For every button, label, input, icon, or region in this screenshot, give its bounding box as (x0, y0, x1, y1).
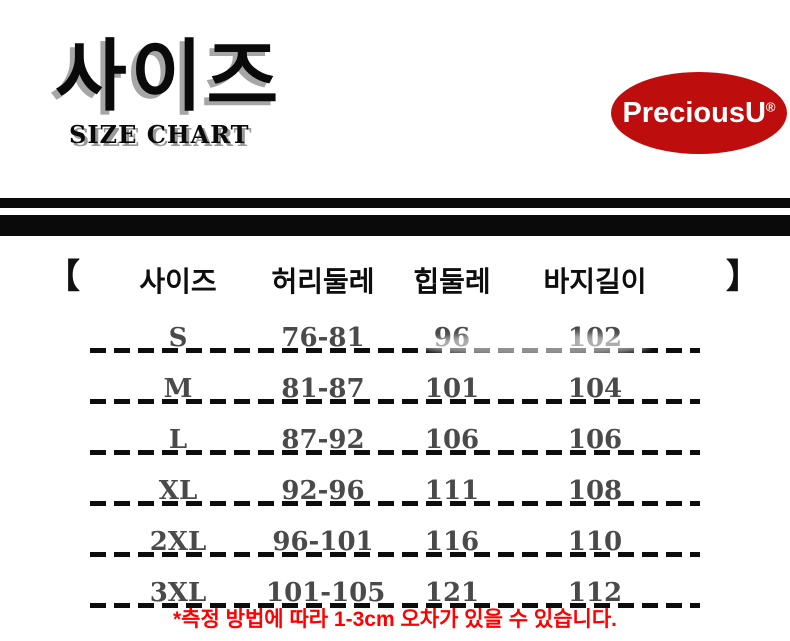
cell-length: 104 (567, 374, 623, 404)
page-title-english: SIZE CHART (69, 120, 250, 149)
registered-trademark-icon: ® (765, 98, 776, 114)
cell-waist: 81-87 (281, 374, 365, 404)
cell-hip: 116 (424, 527, 480, 557)
table-row: 2XL 96-101 116 110 (90, 506, 700, 557)
divider-bar-thin (0, 198, 790, 208)
cell-hip: 101 (424, 374, 480, 404)
table-row: XL 92-96 111 108 (90, 455, 700, 506)
divider-bar-thick (0, 215, 790, 236)
measurement-disclaimer: *측정 방법에 따라 1-3cm 오차가 있을 수 있습니다. (173, 608, 617, 631)
column-header-hip: 힙둘레 (413, 266, 491, 297)
table-row: L 87-92 106 106 (90, 404, 700, 455)
page-title-korean: 사이즈 (55, 31, 283, 122)
row-dashed-line (90, 552, 700, 557)
faint-watermark (420, 333, 650, 357)
brand-logo: PreciousU® (611, 72, 787, 154)
column-header-size: 사이즈 (139, 266, 217, 297)
column-header-waist: 허리둘레 (271, 266, 375, 297)
cell-size: 3XL (149, 578, 207, 608)
row-dashed-line (90, 603, 700, 608)
cell-size: XL (158, 476, 198, 506)
cell-size: M (163, 374, 193, 404)
cell-size: S (168, 323, 188, 353)
cell-waist: 92-96 (281, 476, 365, 506)
cell-length: 112 (567, 578, 623, 608)
cell-size: 2XL (149, 527, 207, 557)
cell-waist: 76-81 (281, 323, 365, 353)
table-row: 3XL 101-105 121 112 (90, 557, 700, 608)
bracket-right: 】 (726, 258, 760, 296)
cell-length: 106 (567, 425, 623, 455)
table-body: S 76-81 96 102 M 81-87 101 104 L 87-92 1… (90, 302, 700, 608)
row-dashed-line (90, 399, 700, 404)
cell-size: L (168, 425, 188, 455)
cell-waist: 87-92 (281, 425, 365, 455)
cell-waist: 96-101 (272, 527, 374, 557)
brand-logo-text: PreciousU® (622, 96, 776, 129)
bracket-left: 【 (46, 258, 80, 296)
title-block: 사이즈 SIZE CHART (55, 31, 283, 150)
table-row: M 81-87 101 104 (90, 353, 700, 404)
column-header-pants-length: 바지길이 (543, 266, 647, 297)
row-dashed-line (90, 348, 700, 353)
cell-hip: 106 (424, 425, 480, 455)
cell-length: 110 (567, 527, 623, 557)
row-dashed-line (90, 501, 700, 506)
cell-hip: 111 (424, 476, 480, 506)
table-header-row: 사이즈 허리둘레 힙둘레 바지길이 (90, 260, 700, 298)
cell-length: 108 (567, 476, 623, 506)
cell-hip: 121 (424, 578, 480, 608)
cell-waist: 101-105 (266, 578, 386, 608)
row-dashed-line (90, 450, 700, 455)
